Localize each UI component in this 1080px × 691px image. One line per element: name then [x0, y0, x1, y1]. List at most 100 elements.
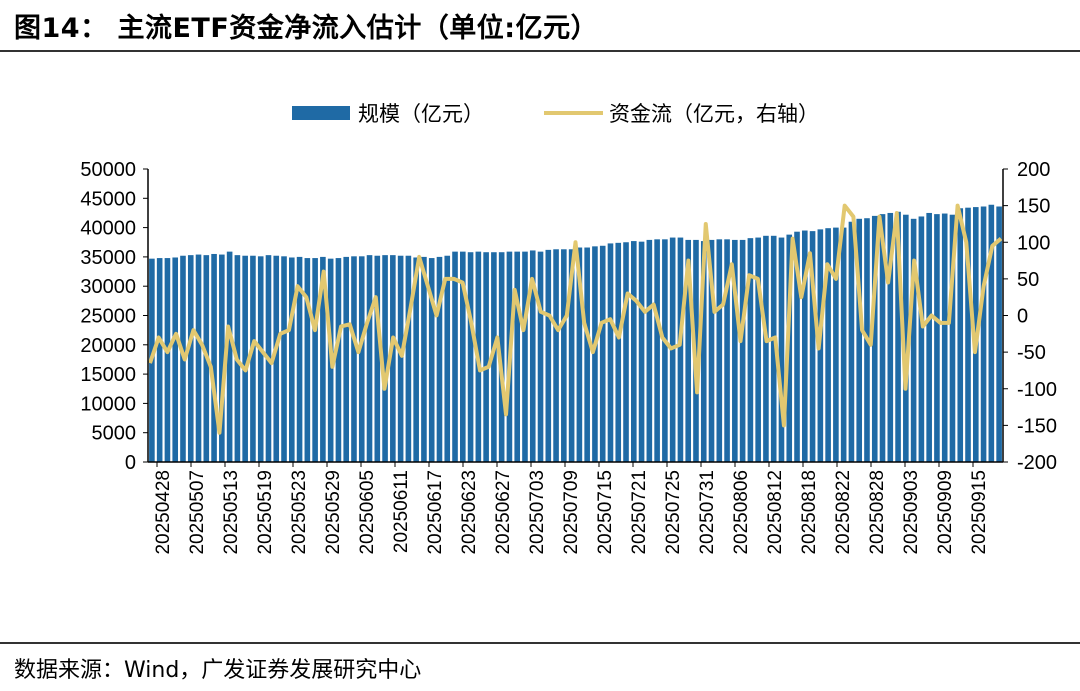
bar-scale	[491, 252, 497, 462]
bar-scale	[996, 206, 1002, 462]
bar-scale	[724, 239, 730, 462]
x-tick-label: 20250605	[357, 470, 378, 555]
bar-scale	[545, 249, 552, 462]
bar-scale	[584, 247, 590, 462]
bar-scale	[187, 255, 194, 462]
bar-scale	[226, 251, 233, 462]
bar-scale	[421, 256, 427, 462]
x-tick-label: 20250909	[935, 470, 956, 555]
bar-scale	[949, 214, 956, 462]
bar-scale	[335, 258, 342, 462]
bar-scale	[320, 256, 326, 462]
legend-label-scale: 规模（亿元）	[358, 102, 484, 126]
bar-scale	[654, 239, 660, 462]
right-tick-label: -100	[1017, 379, 1057, 401]
bar-scale	[405, 255, 412, 462]
x-tick-label: 20250617	[425, 470, 446, 555]
bar-scale	[561, 249, 567, 462]
bar-scale	[934, 214, 940, 462]
bar-scale	[763, 235, 769, 462]
right-tick-label: 100	[1017, 232, 1050, 254]
bar-scale	[537, 251, 544, 462]
x-tick-label: 20250513	[221, 470, 242, 555]
bar-scale	[281, 256, 287, 462]
bar-scale	[529, 250, 536, 462]
bar-scale	[219, 254, 225, 462]
bar-scale	[747, 238, 754, 462]
bar-scale	[887, 212, 894, 462]
x-tick-label: 20250507	[187, 470, 208, 555]
bar-scale	[716, 239, 723, 462]
bar-scale	[988, 204, 995, 462]
bar-scale	[957, 208, 964, 462]
axes-group: 0 5000 10000 15000 20000 25000 30000 35000 40000…	[80, 159, 1057, 555]
x-tick-label: 20250822	[833, 470, 854, 555]
right-tick-label: 50	[1017, 269, 1039, 291]
bar-scale	[646, 239, 653, 462]
right-tick-label: 150	[1017, 196, 1050, 218]
left-tick-label: 50000	[80, 159, 136, 181]
bar-scale	[708, 239, 715, 462]
bar-scale	[809, 231, 816, 462]
bar-scale	[599, 245, 606, 462]
bar-scale	[250, 255, 256, 462]
x-tick-label: 20250721	[629, 470, 650, 555]
bar-scale	[522, 251, 528, 462]
x-tick-label: 20250731	[697, 470, 718, 555]
bar-scale	[941, 213, 948, 462]
line-fund-flow	[148, 203, 1003, 435]
x-tick-label: 20250519	[255, 470, 276, 555]
right-tick-label: -200	[1017, 452, 1057, 474]
x-tick-label: 20250812	[765, 470, 786, 555]
bar-scale	[607, 243, 614, 462]
left-tick-label: 30000	[80, 276, 136, 298]
x-tick-label: 20250428	[153, 470, 174, 555]
x-tick-label: 20250915	[969, 470, 990, 555]
bar-scale	[211, 253, 217, 462]
x-tick-label: 20250725	[663, 470, 684, 555]
line-layer	[148, 203, 1003, 435]
bar-scale	[833, 227, 839, 462]
top-divider	[0, 50, 1080, 52]
bar-scale	[732, 239, 738, 462]
bar-scale	[304, 258, 311, 462]
x-tick-label: 20250828	[867, 470, 888, 555]
bar-scale	[498, 252, 505, 462]
right-tick-label: 200	[1017, 159, 1050, 181]
bar-scale	[390, 255, 396, 462]
left-tick-label: 40000	[80, 218, 136, 240]
bar-scale	[615, 242, 622, 462]
bar-scale	[366, 255, 373, 462]
left-tick-label: 25000	[80, 306, 136, 328]
left-tick-label: 5000	[92, 423, 137, 445]
right-tick-label: -150	[1017, 415, 1057, 437]
bar-scale	[242, 255, 248, 462]
source-note: 数据来源：Wind，广发证券发展研究中心	[14, 658, 422, 683]
bar-scale	[164, 258, 171, 462]
bar-scale	[452, 251, 458, 462]
bar-scale	[467, 252, 474, 462]
bar-scale	[965, 207, 971, 462]
bar-scale	[856, 218, 863, 462]
bar-scale	[156, 258, 163, 462]
bar-scale	[677, 237, 684, 462]
x-tick-label: 20250709	[561, 470, 582, 555]
bar-scale	[592, 246, 598, 462]
bar-scale	[631, 241, 637, 462]
bar-scale	[700, 241, 707, 462]
legend-swatch-bar	[292, 106, 350, 120]
bar-scale	[770, 235, 777, 462]
bar-scale	[312, 258, 318, 462]
right-tick-label: 0	[1017, 306, 1028, 328]
x-tick-label: 20250611	[391, 470, 412, 553]
bar-scale	[778, 237, 785, 462]
bar-scale	[980, 206, 987, 462]
bar-scale	[895, 211, 901, 462]
x-tick-label: 20250623	[459, 470, 480, 555]
x-tick-label: 20250903	[901, 470, 922, 555]
bar-scale	[794, 231, 800, 462]
chart-title: 图14： 主流ETF资金净流入估计（单位:亿元）	[14, 13, 599, 44]
bar-scale	[296, 256, 303, 462]
x-tick-label: 20250703	[527, 470, 548, 555]
bar-scale	[926, 212, 932, 462]
